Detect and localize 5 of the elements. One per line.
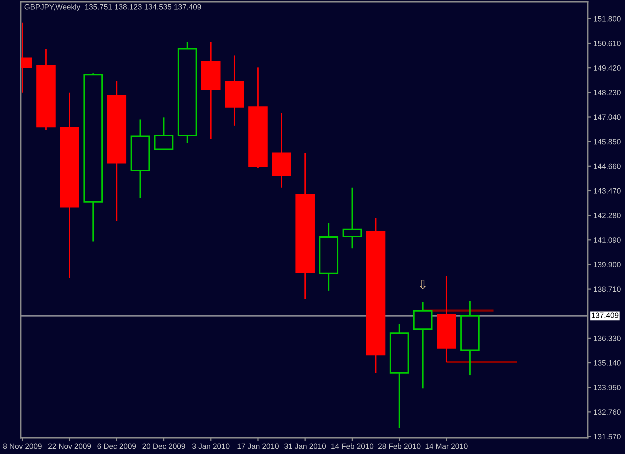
candlestick: [154, 116, 174, 151]
annotation: ⇩: [420, 280, 426, 290]
candlestick: [342, 187, 362, 250]
candlestick: [413, 302, 433, 390]
candlestick: [272, 112, 292, 189]
